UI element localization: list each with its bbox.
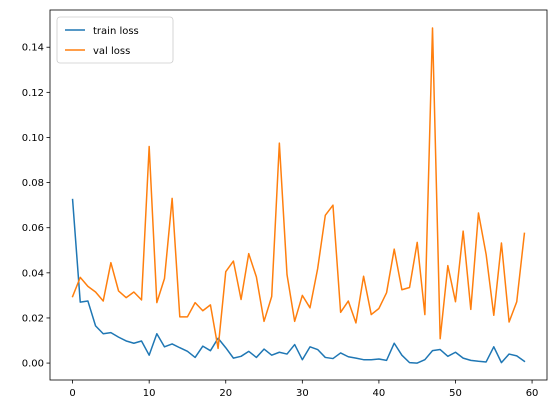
x-tick-label: 60: [526, 388, 539, 399]
legend-label: val loss: [93, 46, 130, 57]
x-tick-label: 40: [373, 388, 386, 399]
x-tick-label: 20: [219, 388, 232, 399]
plot-frame: [49, 9, 548, 381]
y-axis: 0.00 0.02 0.04 0.06 0.08 0.10 0.12 0.14: [22, 43, 50, 370]
y-tick-label: 0.00: [22, 359, 44, 370]
y-tick-label: 0.04: [22, 268, 44, 279]
y-tick-label: 0.10: [22, 133, 44, 144]
legend: train loss val loss: [56, 16, 174, 64]
legend-box: [56, 16, 174, 64]
y-tick-label: 0.14: [22, 43, 44, 54]
series-layer: [71, 27, 526, 364]
x-tick-label: 0: [69, 388, 75, 399]
x-tick-label: 10: [143, 388, 156, 399]
series-line-val-loss: [71, 27, 526, 350]
plot-area: [50, 10, 547, 380]
legend-label: train loss: [93, 26, 139, 37]
x-tick-label: 30: [296, 388, 309, 399]
y-tick-label: 0.08: [22, 178, 44, 189]
x-tick-label: 50: [449, 388, 462, 399]
y-tick-label: 0.06: [22, 223, 44, 234]
y-tick-label: 0.02: [22, 313, 44, 324]
y-tick-label: 0.12: [22, 88, 44, 99]
series-line-train-loss: [71, 198, 526, 364]
x-axis: 0 10 20 30 40 50 60: [69, 380, 538, 399]
